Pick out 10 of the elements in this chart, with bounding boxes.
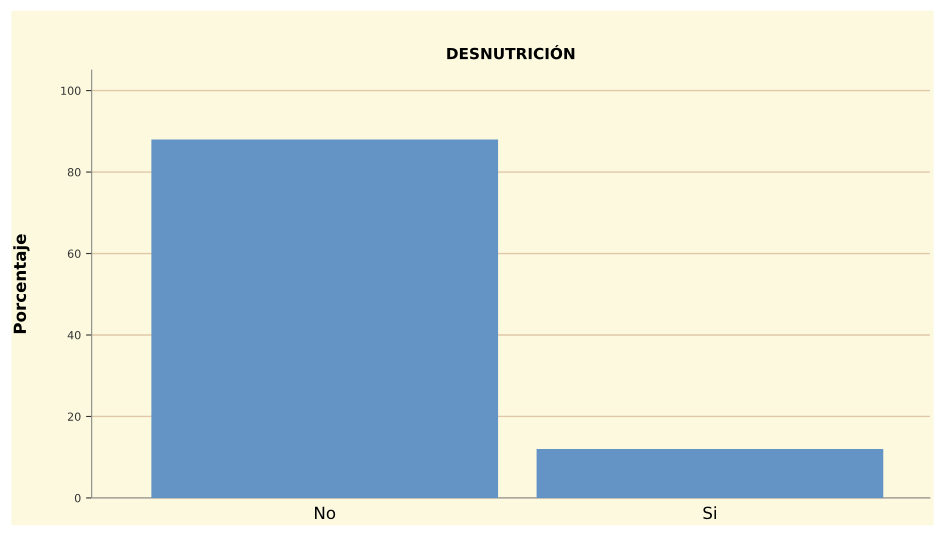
- y-axis-title: Porcentaje: [13, 234, 30, 334]
- y-tick-label: 40: [68, 330, 81, 340]
- x-tick-label: Si: [703, 506, 716, 520]
- y-tick-label: 60: [68, 250, 81, 258]
- y-tick-label: 80: [68, 168, 81, 176]
- x-tick-label: No: [315, 506, 336, 520]
- y-tick-label: 0: [74, 494, 81, 502]
- chart-title: DESNUTRICIÓN: [447, 44, 574, 60]
- y-tick-label: 100: [61, 86, 81, 95]
- y-tick-label: 20: [68, 412, 81, 421]
